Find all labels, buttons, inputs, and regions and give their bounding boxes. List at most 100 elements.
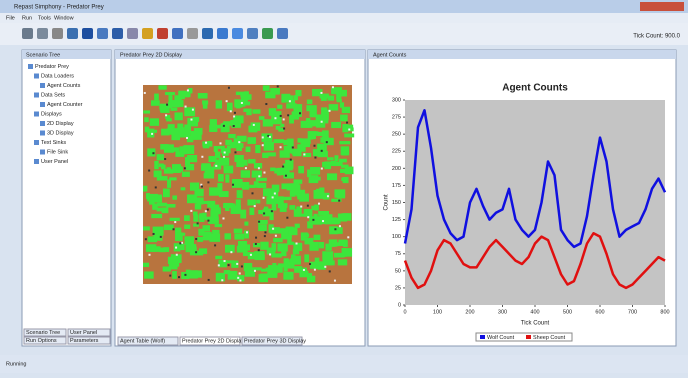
grass-patch: [166, 147, 176, 151]
grass-patch: [158, 85, 166, 89]
toolbar-button[interactable]: [232, 28, 243, 39]
tree-item[interactable]: 2D Display: [47, 121, 74, 127]
toolbar-button[interactable]: [112, 28, 123, 39]
tree-icon: [40, 150, 45, 155]
agent: [326, 141, 328, 143]
grass-patch: [293, 179, 302, 183]
agent: [314, 157, 316, 159]
grass-patch: [261, 269, 267, 272]
tab-label[interactable]: Agent Table (Wolf): [120, 338, 165, 344]
grass-patch: [272, 88, 280, 93]
grass-patch: [198, 93, 208, 99]
tree-item[interactable]: Data Loaders: [41, 73, 74, 79]
toolbar-button[interactable]: [217, 28, 228, 39]
agent: [224, 260, 226, 262]
tab-label[interactable]: Predator Prey 2D Display: [182, 338, 244, 344]
agent: [258, 221, 260, 223]
grass-patch: [242, 182, 249, 190]
grass-patch: [311, 206, 316, 210]
agent: [313, 145, 315, 147]
grass-patch: [316, 132, 326, 136]
grass-patch: [187, 118, 198, 126]
grass-patch: [263, 119, 273, 126]
window-controls[interactable]: [640, 2, 684, 11]
toolbar-button[interactable]: [277, 28, 288, 39]
agent: [269, 136, 271, 138]
tab-label[interactable]: Run Options: [26, 338, 57, 344]
tree-item[interactable]: Displays: [41, 111, 62, 117]
menu-item[interactable]: Window: [54, 15, 74, 21]
grass-patch: [249, 208, 254, 215]
grass-patch: [340, 102, 344, 107]
grass-patch: [147, 129, 154, 138]
y-tick-label: 150: [392, 200, 401, 206]
menu-item[interactable]: Run: [22, 15, 32, 21]
grass-patch: [236, 143, 243, 148]
grass-patch: [164, 225, 174, 231]
tab-label[interactable]: Scenario Tree: [26, 330, 60, 336]
tree-item[interactable]: Text Sinks: [41, 140, 66, 146]
toolbar-button[interactable]: [97, 28, 108, 39]
tree-item[interactable]: Predator Prey: [35, 64, 69, 70]
agent: [262, 136, 264, 138]
agent: [307, 205, 309, 207]
grass-patch: [241, 244, 250, 250]
grass-patch: [144, 117, 148, 122]
agent: [200, 184, 202, 186]
tab-label[interactable]: Predator Prey 3D Display: [244, 338, 306, 344]
toolbar-button[interactable]: [187, 28, 198, 39]
grass-patch: [283, 272, 293, 280]
toolbar-button[interactable]: [22, 28, 33, 39]
grass-patch: [197, 237, 203, 242]
toolbar-button[interactable]: [52, 28, 63, 39]
menu-item[interactable]: Tools: [38, 15, 51, 21]
grass-patch: [240, 210, 246, 219]
panel-title: Predator Prey 2D Display: [120, 52, 182, 58]
x-tick-label: 700: [628, 309, 637, 315]
grass-patch: [276, 126, 281, 130]
toolbar-button[interactable]: [67, 28, 78, 39]
toolbar-button[interactable]: [247, 28, 258, 39]
tab-label[interactable]: Parameters: [70, 338, 99, 344]
agent: [208, 279, 210, 281]
toolbar-button[interactable]: [262, 28, 273, 39]
y-tick-label: 200: [392, 166, 401, 172]
tree-item[interactable]: 3D Display: [47, 130, 74, 136]
agent: [144, 92, 146, 94]
agent: [178, 276, 180, 278]
grass-patch: [284, 146, 293, 153]
agent: [283, 118, 285, 120]
grass-patch: [234, 229, 243, 234]
toolbar-button[interactable]: [202, 28, 213, 39]
toolbar-button[interactable]: [142, 28, 153, 39]
grass-patch: [158, 203, 164, 206]
grass-patch: [148, 236, 157, 242]
tree-item[interactable]: File Sink: [47, 149, 68, 155]
tree-item[interactable]: Agent Counts: [47, 83, 81, 89]
toolbar-button[interactable]: [172, 28, 183, 39]
grass-patch: [298, 166, 304, 173]
agent: [239, 272, 241, 274]
grass-patch: [269, 108, 276, 116]
agent: [228, 264, 230, 266]
tree-item[interactable]: Data Sets: [41, 92, 65, 98]
grass-patch: [157, 154, 164, 160]
agent: [201, 185, 203, 187]
grass-patch: [247, 137, 256, 144]
tree-item[interactable]: Agent Counter: [47, 102, 83, 108]
menu-item[interactable]: File: [6, 15, 15, 21]
tree-icon: [40, 83, 45, 88]
grass-patch: [232, 179, 243, 188]
tree-item[interactable]: User Panel: [41, 159, 68, 165]
agent: [224, 151, 226, 153]
toolbar-button[interactable]: [82, 28, 93, 39]
toolbar-button[interactable]: [127, 28, 138, 39]
toolbar-button[interactable]: [157, 28, 168, 39]
grass-patch: [341, 146, 349, 155]
toolbar-button[interactable]: [37, 28, 48, 39]
agent: [262, 144, 264, 146]
grass-patch: [144, 271, 154, 278]
tab-label[interactable]: User Panel: [70, 330, 97, 336]
grass-patch: [280, 124, 284, 127]
grass-patch: [224, 270, 231, 274]
